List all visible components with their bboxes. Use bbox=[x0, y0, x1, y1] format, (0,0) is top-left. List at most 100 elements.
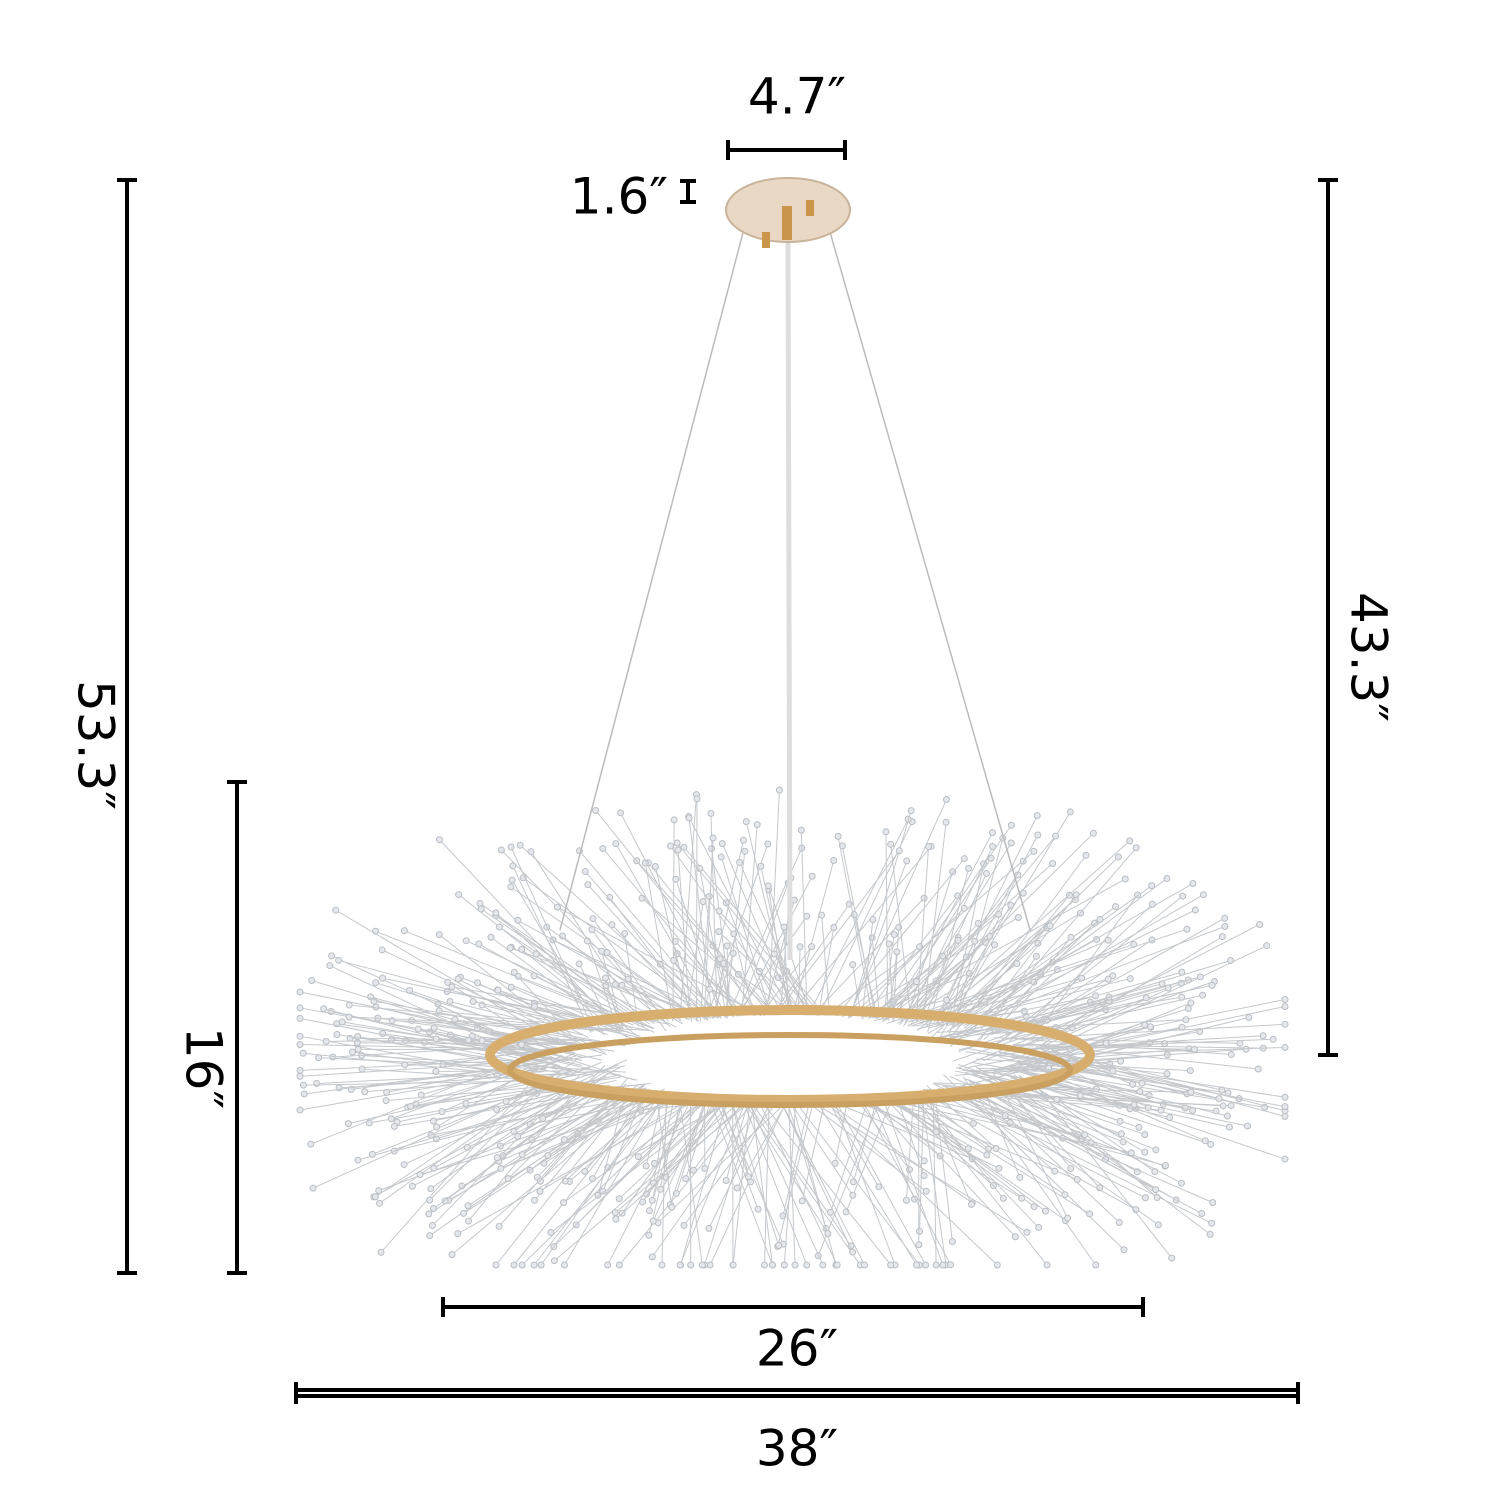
crystal-bead bbox=[518, 945, 526, 953]
crystal-stem bbox=[479, 903, 655, 1025]
crystal-bead bbox=[475, 940, 483, 948]
crystal-bead bbox=[705, 892, 713, 900]
crystal-bead bbox=[387, 1115, 395, 1123]
crystal-bead bbox=[1223, 1112, 1231, 1120]
crystal-stem bbox=[509, 947, 709, 1018]
crystal-bead bbox=[438, 1108, 446, 1116]
crystal-bead bbox=[988, 829, 996, 837]
crystal-stem bbox=[964, 1071, 1145, 1135]
crystal-stem bbox=[641, 897, 778, 1016]
ring bbox=[485, 1005, 1095, 1105]
crystal-bead bbox=[537, 1261, 545, 1269]
crystal-bead bbox=[673, 839, 681, 847]
dimension-label: 43.3″ bbox=[1340, 592, 1398, 722]
crystal-stem bbox=[782, 1104, 865, 1266]
crystal-bead bbox=[1126, 837, 1134, 845]
crystal-bead bbox=[432, 1035, 440, 1043]
crystal-stem bbox=[513, 1063, 618, 1132]
crystal-stem bbox=[688, 817, 713, 1020]
crystal-stem bbox=[955, 855, 1087, 1032]
crystal-bead bbox=[1053, 1095, 1061, 1103]
crystal-bead bbox=[1049, 860, 1057, 868]
crystal-stem bbox=[495, 912, 622, 1029]
crystal-bead bbox=[427, 1185, 435, 1193]
crystal-bead bbox=[296, 988, 304, 996]
crystal-stem bbox=[837, 836, 874, 1019]
crystal-bead bbox=[416, 1171, 424, 1179]
crystal-bead bbox=[849, 1191, 857, 1199]
crystal-bead bbox=[530, 972, 538, 980]
crystal-bead bbox=[1136, 1087, 1144, 1095]
crystal-bead bbox=[1072, 891, 1080, 899]
crystal-stem bbox=[336, 1034, 586, 1074]
crystal-bead bbox=[706, 985, 714, 993]
crystal-stem bbox=[800, 830, 808, 1016]
crystal-stem bbox=[513, 1092, 653, 1266]
ring bbox=[507, 1032, 1073, 1108]
crystal-bead bbox=[999, 1194, 1007, 1202]
crystal-stem bbox=[908, 1092, 1039, 1228]
crystal-bead bbox=[797, 826, 805, 834]
crystal-bead bbox=[833, 1261, 841, 1269]
crystal-stem bbox=[915, 846, 930, 1023]
crystal-stem bbox=[883, 1096, 1016, 1238]
crystal-stem bbox=[829, 1103, 973, 1204]
crystal-bead bbox=[604, 1261, 612, 1269]
crystal-bead bbox=[1030, 978, 1038, 986]
crystal-stem bbox=[403, 1059, 628, 1166]
crystal-bead bbox=[989, 843, 997, 851]
crystal-bead bbox=[860, 1261, 868, 1269]
wires bbox=[559, 224, 1031, 961]
crystal-bead bbox=[634, 1153, 642, 1161]
crystal-bead bbox=[1152, 1186, 1160, 1194]
crystal-bead bbox=[487, 933, 495, 941]
crystal-stem bbox=[963, 878, 1168, 1029]
crystal-bead bbox=[838, 842, 846, 850]
crystal-bead bbox=[1215, 1095, 1223, 1103]
crystal-bead bbox=[1041, 1207, 1049, 1215]
crystal-bead bbox=[328, 952, 336, 960]
crystal-stem bbox=[787, 1104, 827, 1229]
crystal-bead bbox=[478, 1037, 486, 1045]
crystal-bead bbox=[707, 809, 715, 817]
crystal-bead bbox=[308, 977, 316, 985]
crystal-bead bbox=[428, 1222, 436, 1230]
crystal-bead bbox=[753, 821, 761, 829]
crystal-bead bbox=[477, 905, 485, 913]
crystal-stem bbox=[916, 873, 987, 1023]
crystal-bead bbox=[1208, 981, 1216, 989]
crystal-bead bbox=[849, 1178, 857, 1186]
crystal-stem bbox=[614, 1103, 748, 1214]
crystal-bead bbox=[382, 1097, 390, 1105]
dimension-label: 53.3″ bbox=[67, 680, 125, 810]
crystal-stem bbox=[644, 862, 674, 1022]
crystal-bead bbox=[1023, 1228, 1031, 1236]
crystal-stem bbox=[619, 1103, 753, 1266]
crystal-bead bbox=[509, 862, 517, 870]
crystal-bead bbox=[299, 1081, 307, 1089]
crystal-stem bbox=[930, 856, 1119, 1039]
crystal-stem bbox=[404, 930, 634, 1026]
crystal-bead bbox=[1281, 1112, 1289, 1120]
crystal-stem bbox=[998, 1066, 1193, 1112]
crystal-bead bbox=[885, 940, 893, 948]
crystal-stem bbox=[964, 1026, 1183, 1069]
crystal-bead bbox=[408, 1017, 416, 1025]
crystal-bead bbox=[1135, 1123, 1143, 1131]
crystal-bead bbox=[1281, 1020, 1289, 1028]
crystal-bead bbox=[796, 943, 804, 951]
crystal-bead bbox=[920, 894, 928, 902]
crystal-bead bbox=[932, 1261, 940, 1269]
crystal-bead bbox=[960, 855, 968, 863]
crystal-stem bbox=[725, 902, 772, 1016]
crystal-stem bbox=[676, 842, 818, 1016]
crystal-bead bbox=[426, 1196, 434, 1204]
crystal-bead bbox=[849, 1248, 857, 1256]
crystal-bead bbox=[504, 1175, 512, 1183]
crystal-stem bbox=[1013, 1044, 1195, 1050]
crystal-stem bbox=[542, 1075, 607, 1119]
crystal-bead bbox=[680, 1221, 688, 1229]
crystal-bead bbox=[1109, 1067, 1117, 1075]
crystal-stem bbox=[816, 1104, 1028, 1233]
crystal-bead bbox=[435, 836, 443, 844]
